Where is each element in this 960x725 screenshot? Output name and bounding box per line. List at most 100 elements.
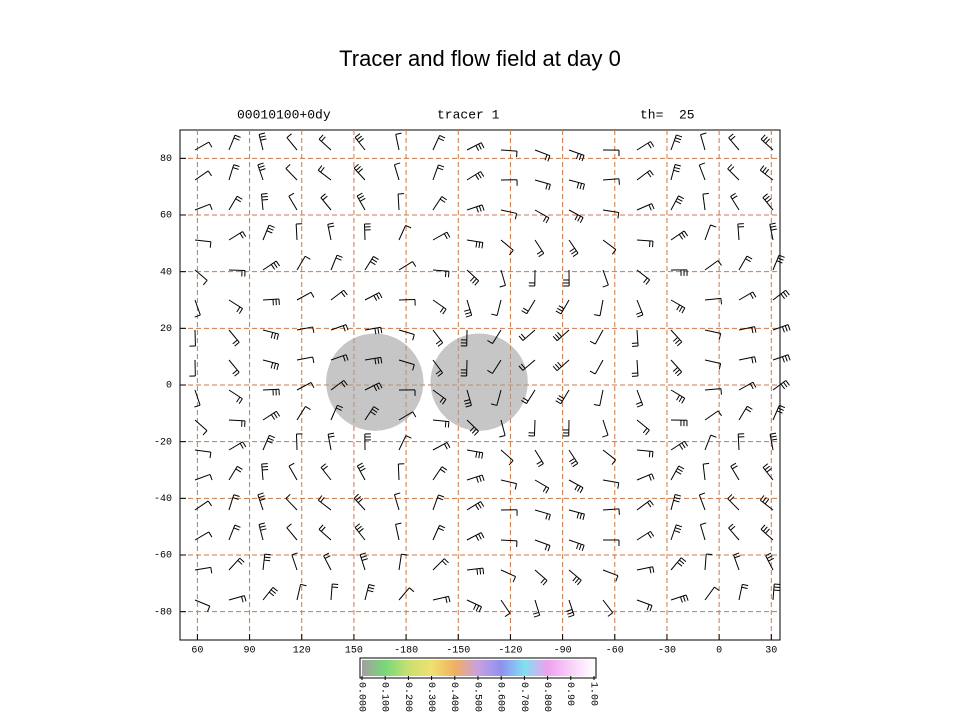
wind-barb-flag (235, 372, 240, 376)
wind-barb-flag (355, 134, 360, 138)
wind-barb (535, 180, 550, 184)
x-tick-label: 90 (244, 646, 256, 657)
wind-barb (705, 411, 718, 420)
colorbar-label: 0.000 (355, 682, 366, 712)
wind-barb (569, 180, 584, 184)
wind-barb-flag (274, 363, 276, 369)
wind-barb (523, 330, 535, 341)
wind-barb (263, 554, 265, 570)
wind-barb-flag (264, 557, 270, 558)
wind-barb-flag (305, 406, 310, 409)
wind-barb-flag (648, 533, 651, 538)
wind-barb-flag (553, 336, 557, 340)
wind-barb-flag (618, 483, 619, 489)
wind-barb-flag (651, 141, 654, 146)
wind-barb (324, 556, 331, 570)
wind-barb-flag (675, 528, 681, 530)
wind-barb-flag (321, 527, 325, 531)
wind-barb-flag (783, 292, 787, 297)
wind-barb (637, 500, 650, 510)
wind-barb (535, 150, 550, 156)
wind-barb-flag (676, 471, 681, 474)
wind-barb-flag (650, 606, 652, 612)
wind-barb (365, 584, 369, 600)
wind-barb-flag (553, 366, 557, 370)
wind-barb-flag (321, 194, 326, 198)
colorbar-label: 0.200 (402, 682, 413, 712)
wind-barb-flag (675, 370, 679, 374)
wind-barb-flag (377, 294, 380, 299)
wind-barb-flag (649, 205, 651, 211)
wind-barb (705, 389, 721, 390)
wind-barb-flag (753, 292, 756, 297)
colorbar-label: 0.400 (448, 682, 459, 712)
wind-barb-flag (476, 535, 479, 540)
wind-barb (705, 554, 706, 570)
wind-barb (739, 406, 747, 420)
wind-barb-flag (396, 133, 402, 134)
wind-barb (263, 330, 279, 334)
wind-barb (603, 270, 608, 285)
wind-barb (229, 442, 243, 450)
wind-barb (603, 179, 619, 180)
wind-barb-flag (413, 262, 416, 267)
wind-barb (569, 210, 583, 218)
wind-barb-flag (718, 261, 722, 266)
colorbar-label: 0.90 (564, 682, 575, 706)
wind-barb-flag (476, 207, 478, 213)
wind-barb-flag (379, 293, 382, 298)
wind-barb-flag (577, 486, 580, 491)
wind-barb-flag (594, 404, 600, 405)
wind-barb-flag (755, 327, 756, 333)
wind-barb-flag (289, 463, 294, 466)
wind-barb-flag (233, 370, 238, 374)
wind-barb (705, 330, 721, 333)
wind-barb (467, 600, 482, 607)
wind-barb-flag (233, 168, 239, 170)
wind-barb-flag (580, 218, 583, 223)
wind-barb-flag (767, 198, 772, 202)
wind-barb-flag (594, 315, 600, 316)
wind-barb-flag (236, 469, 241, 472)
wind-barb (229, 196, 237, 210)
wind-barb-flag (413, 412, 416, 417)
x-tick-label: -180 (394, 646, 418, 657)
wind-barb (535, 240, 544, 253)
wind-barb (365, 293, 379, 300)
wind-barb-flag (788, 325, 790, 331)
wind-barb (319, 139, 331, 150)
x-tick-label: -150 (446, 646, 470, 657)
wind-barb-flag (210, 204, 212, 210)
wind-barb-flag (557, 308, 562, 311)
wind-barb-flag (786, 290, 790, 295)
colorbar-label: 0.100 (379, 682, 390, 712)
wind-barb-flag (209, 532, 212, 537)
wind-barb (398, 194, 399, 210)
y-tick-label: 60 (160, 211, 172, 222)
wind-barb (600, 300, 603, 316)
wind-barb-flag (378, 328, 379, 334)
wind-barb-flag (677, 342, 681, 346)
x-tick-label: 120 (293, 646, 311, 657)
wind-barb (501, 150, 517, 151)
wind-barb (263, 225, 269, 240)
wind-barb-flag (730, 526, 735, 530)
wind-barb (296, 224, 297, 240)
wind-barb-flag (682, 308, 685, 313)
wind-barb (501, 240, 513, 250)
wind-barb (396, 524, 399, 540)
wind-barb (705, 261, 718, 270)
wind-barb (699, 165, 705, 180)
wind-barb (729, 138, 739, 150)
wind-barb (354, 498, 365, 510)
colorbar-label: 1.00 (587, 682, 598, 706)
wind-barb (731, 196, 739, 210)
wind-barb-flag (443, 309, 446, 314)
wind-barb (399, 330, 414, 335)
wind-barb (773, 405, 779, 420)
wind-barb-flag (686, 595, 688, 601)
wind-barb (569, 150, 584, 155)
wind-barb (229, 390, 242, 399)
wind-barb-flag (361, 556, 367, 558)
wind-barb (355, 137, 365, 150)
